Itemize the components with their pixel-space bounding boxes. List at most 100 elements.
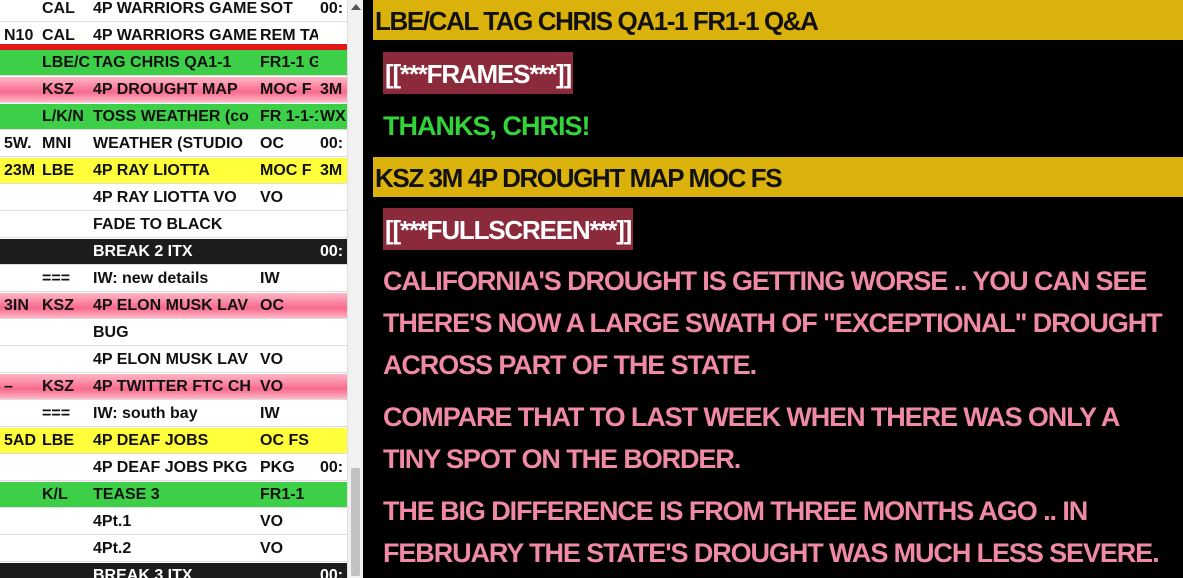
rundown-cell-c: BUG <box>93 324 129 341</box>
rundown-cell-c: IW: south bay <box>93 405 198 422</box>
rundown-cell-d: IW <box>260 405 280 422</box>
rundown-cell-e: 00: <box>320 0 344 17</box>
rundown-cell-c: WEATHER (STUDIO <box>93 135 243 152</box>
rundown-cell-c: 4P RAY LIOTTA VO <box>93 189 237 206</box>
rundown-cell-d: FR 1-1-1 <box>260 108 318 125</box>
thanks-line: THANKS, CHRIS! <box>383 111 590 141</box>
rundown-row[interactable]: 4P ELON MUSK LAV VO <box>0 347 347 373</box>
rundown-cell-d: SOT <box>260 0 293 17</box>
story-slug-drought-map: KSZ 3M 4P DROUGHT MAP MOC FS <box>373 157 1183 197</box>
rundown-cell-c: 4Pt.1 <box>93 513 132 530</box>
rundown-cell-e: 00: <box>320 459 344 476</box>
rundown-cell-b: K/L <box>42 486 68 503</box>
rundown-cell-c: TOSS WEATHER (co <box>93 108 249 125</box>
rundown-cell-b: LBE <box>42 432 74 449</box>
rundown-row[interactable]: 3IN KSZ 4P ELON MUSK LAV OC <box>0 293 347 319</box>
rundown-cell-b: L/K/N <box>42 108 84 125</box>
rundown-cell-c: TEASE 3 <box>93 486 160 503</box>
rundown-cell-a: 3IN <box>4 297 29 314</box>
rundown-cell-b: === <box>42 405 71 422</box>
rundown-cell-d: VO <box>260 189 284 206</box>
rundown-cell-b: KSZ <box>42 297 74 314</box>
rundown-row[interactable]: BREAK 2 ITX 00: <box>0 239 347 265</box>
rundown-cell-d: PKG <box>260 459 295 476</box>
rundown-row[interactable]: === IW: new details IW <box>0 266 347 292</box>
rundown-row[interactable]: CAL 4P WARRIORS GAME SOT 00: <box>0 0 347 22</box>
rundown-row[interactable]: L/K/N TOSS WEATHER (co FR 1-1-1 WX <box>0 104 347 130</box>
rundown-cell-a: 5W. <box>4 135 32 152</box>
rundown-row[interactable]: 5AD LBE 4P DEAF JOBS OC FS <box>0 428 347 454</box>
rundown-row[interactable]: 5W. MNI WEATHER (STUDIO OC 00: <box>0 131 347 157</box>
rundown-row[interactable]: K/L TEASE 3 FR1-1 <box>0 482 347 508</box>
rundown-row[interactable]: 4P DEAF JOBS PKG PKG 00: <box>0 455 347 481</box>
rundown-cell-c: BREAK 2 ITX <box>93 243 193 260</box>
rundown-cell-d: OC FS <box>260 432 309 449</box>
rundown-cell-d: OC <box>260 135 284 152</box>
rundown-cell-a: N10 <box>4 27 34 44</box>
rundown-cell-c: 4Pt.2 <box>93 540 132 557</box>
rundown-cell-e: WX <box>320 108 346 125</box>
rundown-cell-d: VO <box>260 378 284 395</box>
rundown-cell-d: OC <box>260 297 284 314</box>
script-paragraph-3: THE BIG DIFFERENCE IS FROM THREE MONTHS … <box>383 496 1160 568</box>
rundown-cell-e: 3M <box>320 162 343 179</box>
rundown-row[interactable]: FADE TO BLACK <box>0 212 347 238</box>
rundown-cell-b: === <box>42 270 71 287</box>
prompter-script-panel: LBE/CAL TAG CHRIS QA1-1 FR1-1 Q&A [[***F… <box>363 0 1183 578</box>
rundown-cell-b: MNI <box>42 135 72 152</box>
rundown-cell-d: IW <box>260 270 280 287</box>
rundown-list: CAL 4P WARRIORS GAME SOT 00: N10 CAL 4P WARRIO… <box>0 0 347 578</box>
rundown-cell-c: 4P WARRIORS GAME <box>93 27 257 44</box>
rundown-cell-d: REM TA <box>260 27 318 44</box>
rundown-cell-b: LBE/CAL <box>42 54 90 71</box>
rundown-scrollbar[interactable] <box>347 0 363 578</box>
rundown-cell-b: CAL <box>42 27 75 44</box>
rundown-cell-b: KSZ <box>42 81 74 98</box>
rundown-cell-d: VO <box>260 351 284 368</box>
rundown-cell-a: 5AD <box>4 432 37 449</box>
rundown-row[interactable]: 4Pt.1 VO <box>0 509 347 535</box>
rundown-cell-c: 4P ELON MUSK LAV <box>93 297 248 314</box>
rundown-row[interactable]: KSZ 4P DROUGHT MAP MOC F 3M <box>0 77 347 103</box>
rundown-cell-d: MOC F <box>260 162 312 179</box>
rundown-cell-e: 00: <box>320 243 344 260</box>
rundown-row[interactable]: BREAK 3 ITX 00: <box>0 563 347 578</box>
rundown-cell-c: 4P DEAF JOBS PKG <box>93 459 248 476</box>
rundown-cell-c: IW: new details <box>93 270 209 287</box>
rundown-cell-c: 4P DROUGHT MAP <box>93 81 238 98</box>
rundown-row[interactable]: === IW: south bay IW <box>0 401 347 427</box>
script-paragraph-1: CALIFORNIA'S DROUGHT IS GETTING WORSE ..… <box>383 266 1163 380</box>
rundown-cell-b: CAL <box>42 0 75 17</box>
current-story-marker <box>0 47 347 50</box>
scroll-thumb[interactable] <box>351 468 360 576</box>
rundown-cell-d: MOC F <box>260 81 312 98</box>
rundown-row[interactable]: 4P RAY LIOTTA VO VO <box>0 185 347 211</box>
rundown-cell-b: KSZ <box>42 378 74 395</box>
rundown-row[interactable]: – KSZ 4P TWITTER FTC CH VO <box>0 374 347 400</box>
rundown-cell-a: 23M <box>4 162 36 179</box>
rundown-cell-c: 4P RAY LIOTTA <box>93 162 210 179</box>
rundown-cell-d: VO <box>260 540 284 557</box>
rundown-cell-c: FADE TO BLACK <box>93 216 223 233</box>
fullscreen-cue: [[***FULLSCREEN***]] <box>383 208 634 250</box>
rundown-cell-c: 4P TWITTER FTC CH <box>93 378 251 395</box>
story-slug-tag-chris: LBE/CAL TAG CHRIS QA1-1 FR1-1 Q&A <box>373 0 1183 40</box>
scroll-up-arrow-icon[interactable] <box>351 4 361 10</box>
rundown-row[interactable]: 23M LBE 4P RAY LIOTTA MOC F 3M <box>0 158 347 184</box>
rundown-cell-c: 4P ELON MUSK LAV <box>93 351 248 368</box>
script-paragraph-2: COMPARE THAT TO LAST WEEK WHEN THERE WAS… <box>383 402 1119 474</box>
rundown-cell-c: 4P WARRIORS GAME <box>93 0 257 17</box>
rundown-cell-a: – <box>4 378 13 395</box>
rundown-cell-d: FR1-1 <box>260 486 305 503</box>
rundown-row[interactable]: 4Pt.2 VO <box>0 536 347 562</box>
rundown-row[interactable]: BUG <box>0 320 347 346</box>
rundown-cell-c: BREAK 3 ITX <box>93 567 193 578</box>
rundown-cell-d: VO <box>260 513 284 530</box>
rundown-cell-c: 4P DEAF JOBS <box>93 432 209 449</box>
rundown-cell-b: LBE <box>42 162 74 179</box>
current-story-marker <box>0 44 347 47</box>
frames-cue: [[***FRAMES***]] <box>383 52 573 94</box>
rundown-cell-c: TAG CHRIS QA1-1 <box>93 54 232 71</box>
rundown-cell-e: 00: <box>320 135 344 152</box>
